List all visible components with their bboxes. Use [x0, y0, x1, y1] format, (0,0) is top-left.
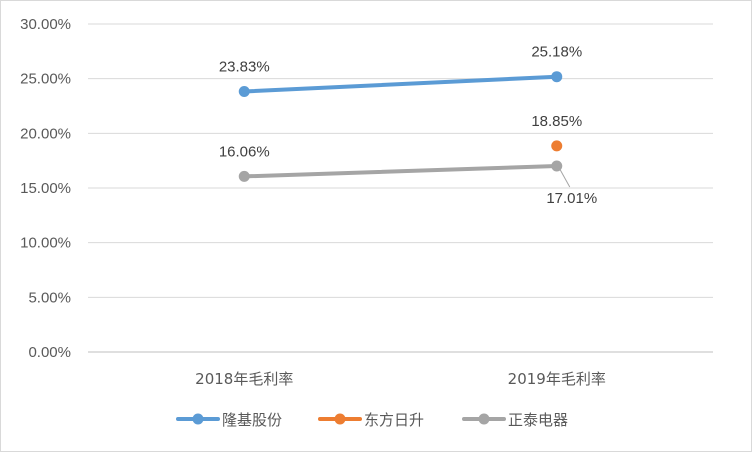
y-tick-label: 0.00%: [28, 344, 71, 361]
legend-label: 东方日升: [364, 411, 424, 429]
series-line: [242, 164, 559, 179]
data-point: [551, 71, 563, 83]
data-point: [551, 160, 563, 172]
data-labels: 23.83% 25.18% 18.85% 16.06% 17.01%: [219, 44, 597, 207]
legend-marker-icon: [478, 413, 490, 425]
gridlines: [88, 23, 713, 353]
data-label: 25.18%: [531, 44, 582, 61]
x-category-label: 2018年毛利率: [195, 370, 293, 388]
legend-label: 正泰电器: [508, 411, 568, 429]
legend-marker-icon: [334, 413, 346, 425]
legend: 隆基股份 东方日升 正泰电器: [176, 411, 568, 429]
data-point: [551, 140, 563, 152]
data-label: 17.01%: [546, 190, 597, 207]
data-label: 16.06%: [219, 143, 270, 160]
y-tick-label: 25.00%: [20, 71, 71, 88]
legend-marker-icon: [192, 413, 204, 425]
y-axis-ticks: 0.00% 5.00% 10.00% 15.00% 20.00% 25.00% 30.00%: [20, 16, 71, 361]
y-tick-label: 15.00%: [20, 180, 71, 197]
data-label: 23.83%: [219, 58, 270, 75]
series-line: [242, 74, 559, 94]
series-layer: [238, 71, 563, 182]
data-point: [238, 170, 250, 182]
y-tick-label: 20.00%: [20, 125, 71, 142]
y-tick-label: 10.00%: [20, 235, 71, 252]
data-label: 18.85%: [531, 113, 582, 130]
legend-label: 隆基股份: [222, 411, 282, 429]
x-category-label: 2019年毛利率: [508, 370, 606, 388]
data-label-leader: [559, 168, 571, 188]
x-axis-categories: 2018年毛利率 2019年毛利率: [195, 370, 606, 388]
data-point: [238, 85, 250, 97]
y-tick-label: 30.00%: [20, 16, 71, 33]
y-tick-label: 5.00%: [28, 289, 71, 306]
